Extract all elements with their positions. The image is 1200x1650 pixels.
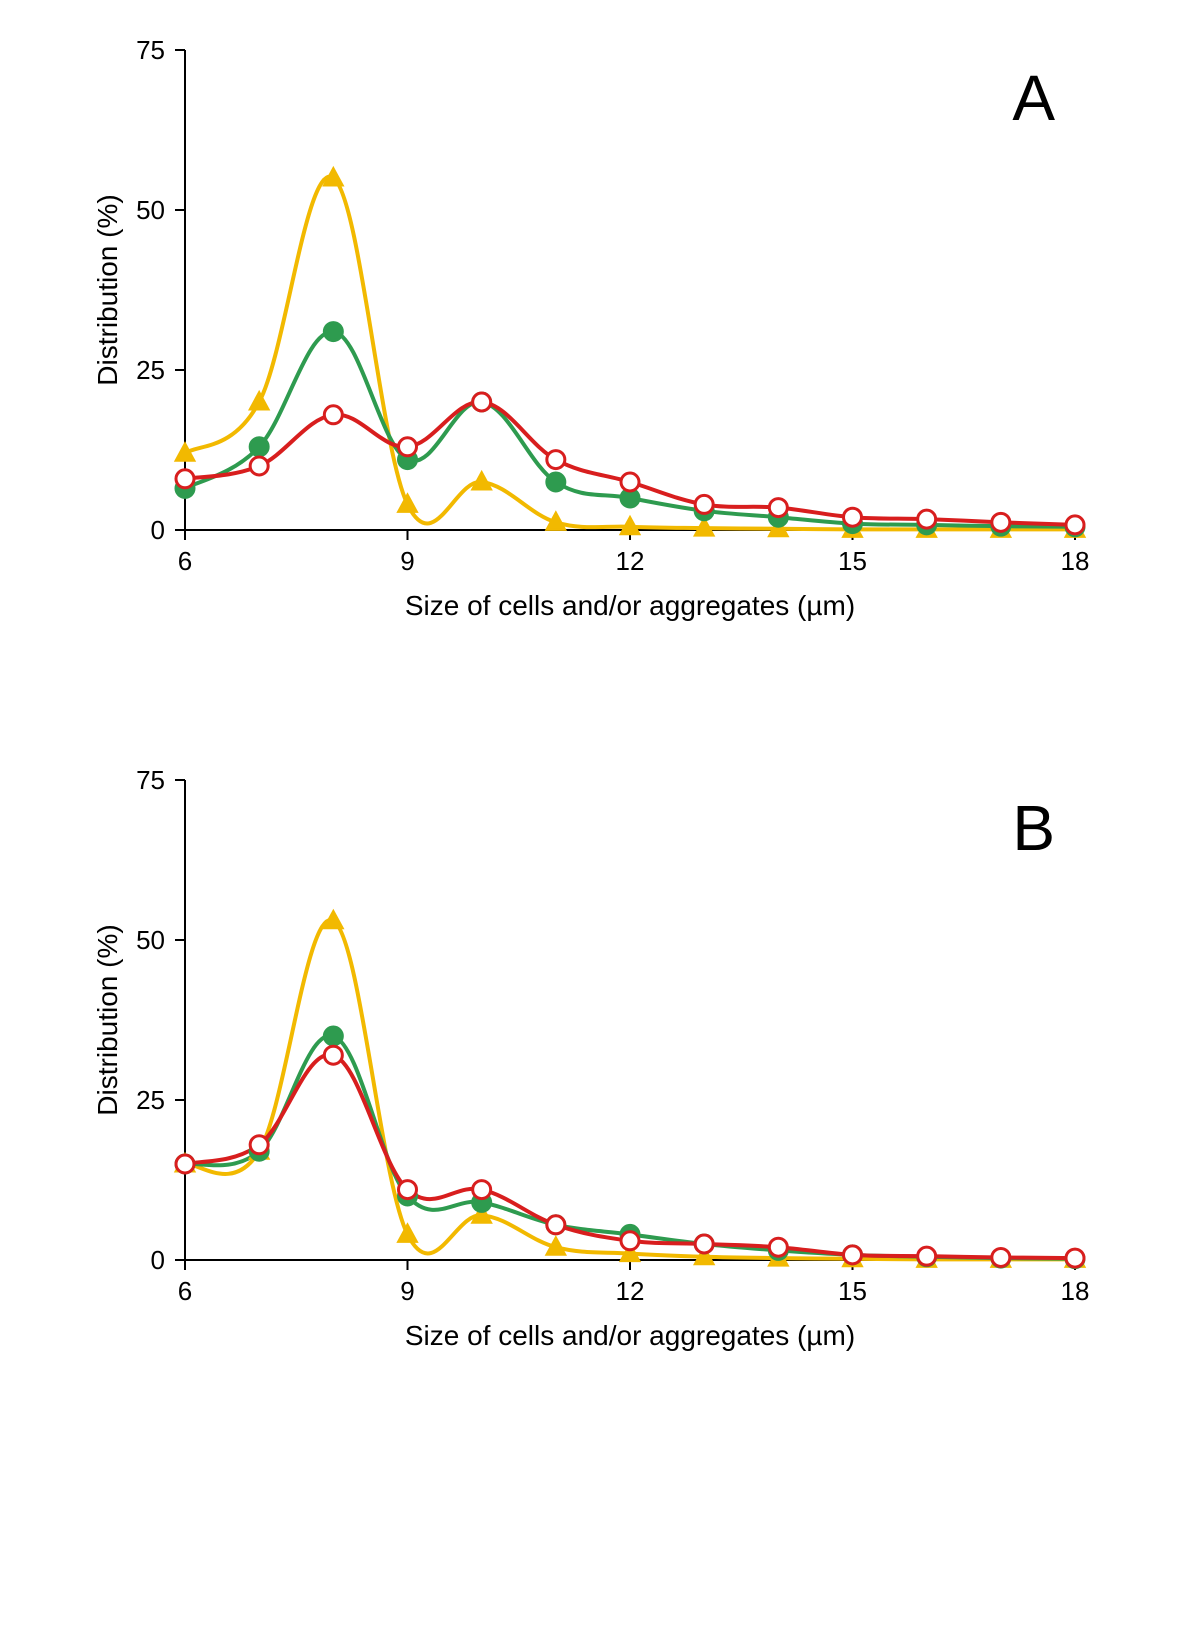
x-tick-label: 12 [616,546,645,576]
marker-circle-icon [176,1155,194,1173]
marker-circle-icon [547,451,565,469]
panel-label: B [1012,792,1055,864]
marker-circle-icon [992,1248,1010,1266]
marker-circle-icon [992,513,1010,531]
marker-circle-icon [547,1216,565,1234]
marker-triangle-icon [398,494,417,512]
marker-circle-icon [769,499,787,517]
marker-circle-icon [250,438,268,456]
marker-circle-icon [844,508,862,526]
marker-triangle-icon [398,1224,417,1242]
marker-circle-icon [695,495,713,513]
marker-circle-icon [918,1247,936,1265]
x-tick-label: 12 [616,1276,645,1306]
y-tick-label: 25 [136,355,165,385]
marker-circle-icon [918,510,936,528]
marker-circle-icon [250,457,268,475]
marker-circle-icon [1066,516,1084,534]
x-tick-label: 6 [178,546,192,576]
y-axis-title: Distribution (%) [95,194,123,385]
marker-circle-icon [473,393,491,411]
marker-circle-icon [1066,1249,1084,1267]
x-axis-title: Size of cells and/or aggregates (µm) [405,1320,855,1351]
marker-triangle-icon [472,472,491,490]
x-tick-label: 9 [400,1276,414,1306]
marker-triangle-icon [250,392,269,410]
x-tick-label: 6 [178,1276,192,1306]
panel-b-wrap: 6 9 12 15 18 0 25 50 75 Size of cells and/or aggr… [95,760,1105,1380]
x-tick-label: 18 [1061,546,1090,576]
marker-circle-icon [473,1181,491,1199]
x-tick-label: 15 [838,546,867,576]
marker-circle-icon [176,470,194,488]
marker-circle-icon [399,1181,417,1199]
marker-circle-icon [324,406,342,424]
y-tick-label: 50 [136,195,165,225]
marker-circle-icon [695,1235,713,1253]
y-tick-label: 0 [151,1245,165,1275]
y-axis-title: Distribution (%) [95,924,123,1115]
marker-circle-icon [621,1232,639,1250]
panel-label: A [1012,62,1055,134]
panel-a-wrap: 6 9 12 15 18 0 25 50 75 Size of cells and/or aggr… [95,30,1105,650]
y-tick-label: 75 [136,35,165,65]
marker-circle-icon [250,1136,268,1154]
marker-circle-icon [324,1027,342,1045]
marker-circle-icon [769,1238,787,1256]
chart-panel-a: 6 9 12 15 18 0 25 50 75 Size of cells and/or aggr… [95,30,1105,650]
marker-circle-icon [844,1246,862,1264]
x-tick-label: 9 [400,546,414,576]
x-tick-label: 18 [1061,1276,1090,1306]
page: 6 9 12 15 18 0 25 50 75 Size of cells and/or aggr… [0,0,1200,1650]
y-tick-label: 50 [136,925,165,955]
x-axis-title: Size of cells and/or aggregates (µm) [405,590,855,621]
marker-circle-icon [324,1046,342,1064]
marker-circle-icon [324,323,342,341]
marker-circle-icon [621,473,639,491]
x-tick-label: 15 [838,1276,867,1306]
marker-circle-icon [547,473,565,491]
y-tick-label: 25 [136,1085,165,1115]
y-tick-label: 75 [136,765,165,795]
chart-panel-b: 6 9 12 15 18 0 25 50 75 Size of cells and/or aggr… [95,760,1105,1380]
y-tick-label: 0 [151,515,165,545]
series-line-yellow-triangles [185,920,1075,1259]
marker-circle-icon [399,438,417,456]
